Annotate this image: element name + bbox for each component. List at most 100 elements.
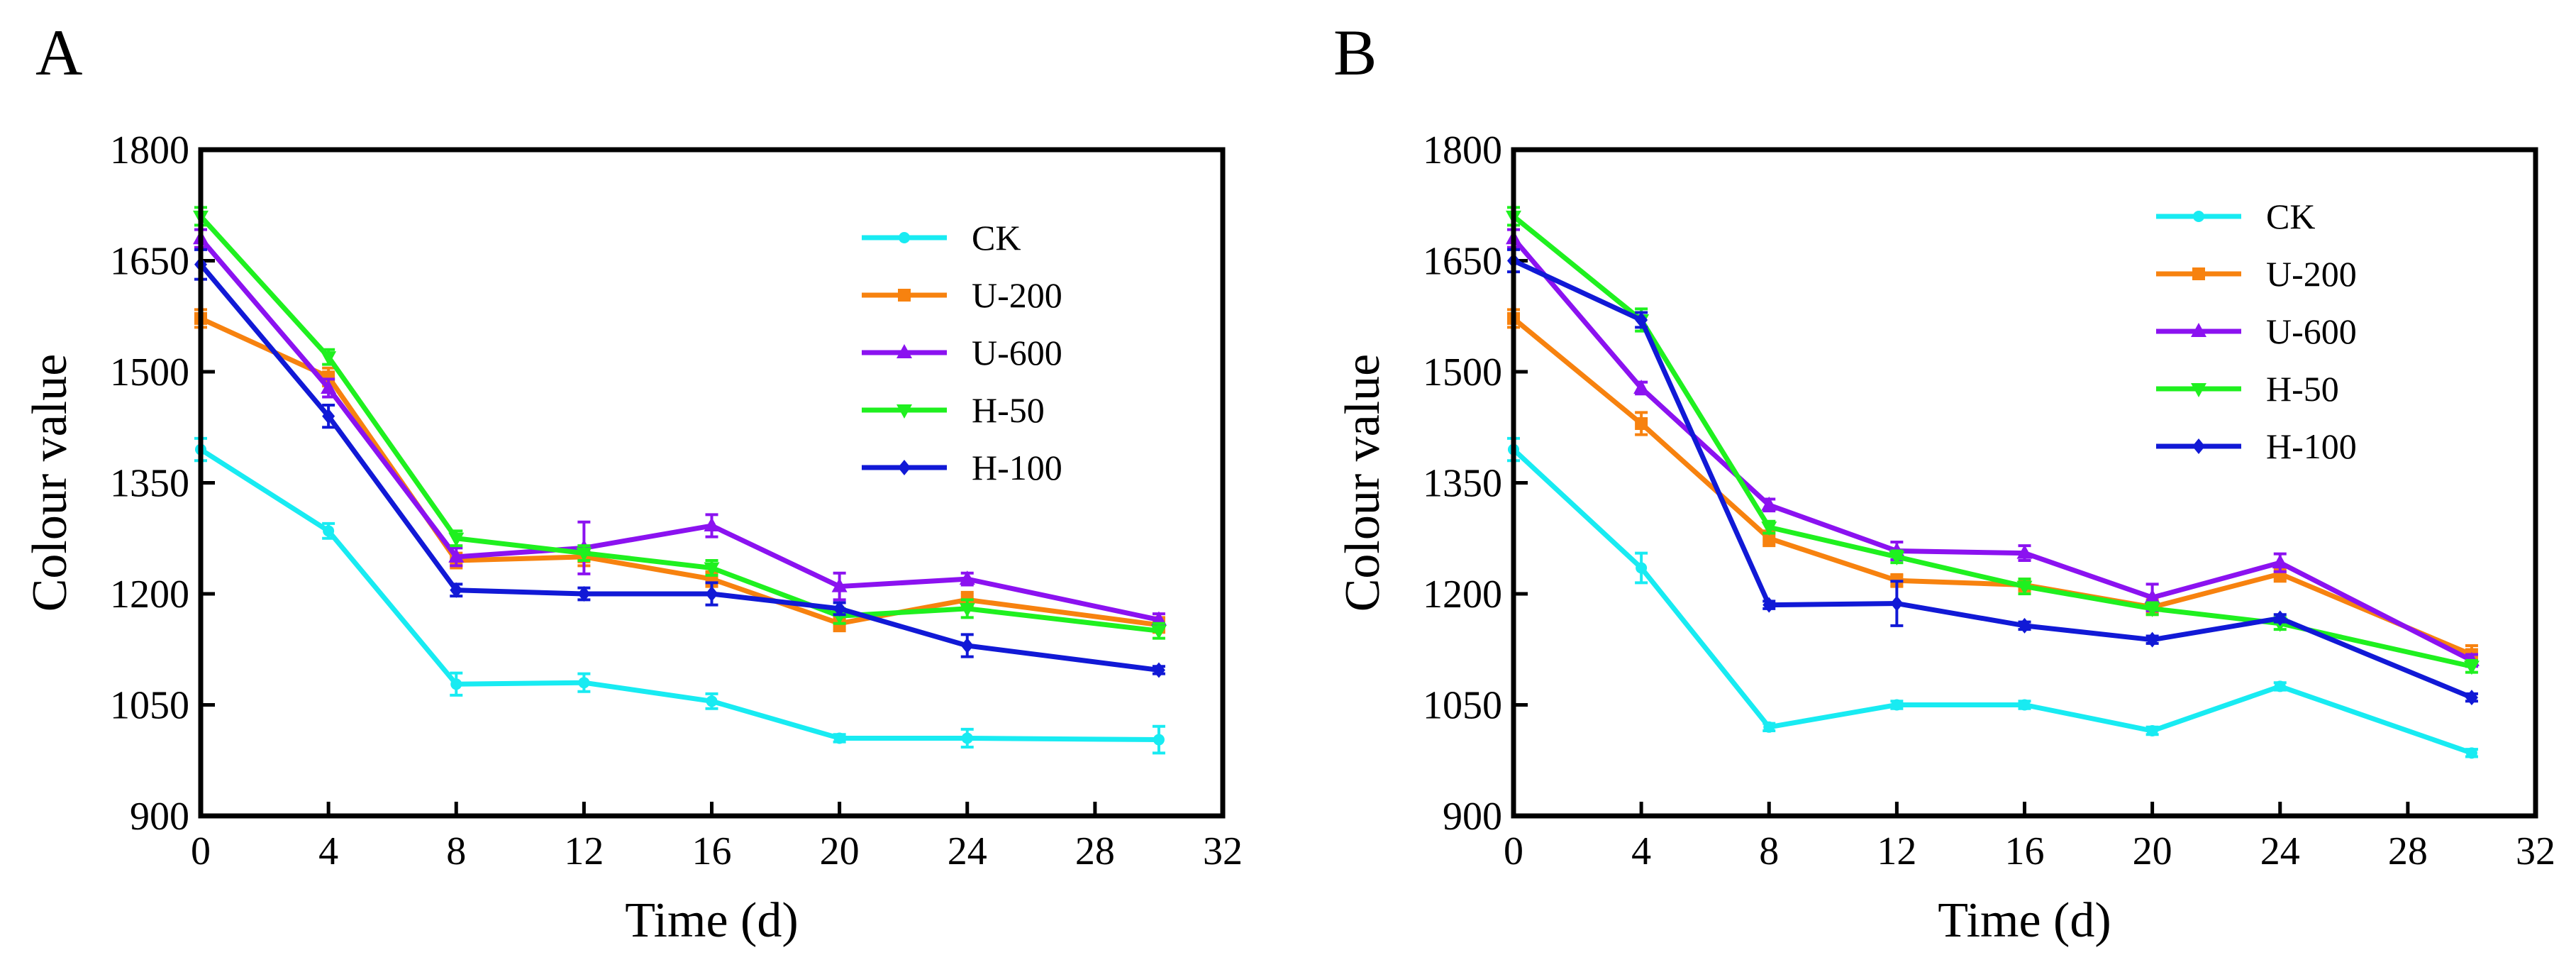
data-point: [1889, 551, 1905, 565]
legend-label: U-200: [2266, 254, 2357, 294]
series-ck: [194, 436, 1165, 755]
data-point: [1633, 379, 1650, 394]
x-tick-label: 24: [2260, 829, 2300, 873]
x-tick-label: 4: [1631, 829, 1651, 873]
data-point: [1763, 721, 1775, 733]
data-point: [2274, 680, 2286, 692]
data-point: [959, 570, 975, 585]
series-line: [199, 447, 1159, 743]
series-h-100: [1507, 248, 2478, 706]
x-tick-label: 0: [1504, 829, 1523, 873]
y-tick-label: 1050: [1423, 684, 1502, 728]
legend-marker: [896, 404, 912, 419]
y-tick-label: 1350: [1423, 462, 1502, 506]
y-tick-label: 1200: [1423, 573, 1502, 617]
data-point: [2465, 747, 2477, 759]
data-point: [321, 379, 337, 394]
series-line: [1512, 258, 2473, 700]
data-point: [959, 602, 975, 617]
series-line: [199, 236, 1160, 622]
x-tick-label: 16: [692, 829, 732, 873]
chart-panel-b: B 900 1050 1200 1350 1500 1650 1800 0 4 8 12 16 20 24 2…: [1333, 16, 2555, 948]
data-point: [2018, 617, 2031, 634]
data-point: [1761, 521, 1777, 536]
legend-label: H-50: [972, 390, 1045, 430]
legend-item: U-600: [2156, 311, 2357, 351]
legend-marker: [896, 344, 912, 358]
legend-marker: [898, 460, 911, 475]
data-point: [578, 677, 590, 689]
x-tick-label: 32: [1203, 829, 1243, 873]
series-line: [199, 316, 1160, 628]
legend-marker: [2191, 323, 2206, 337]
data-point: [2144, 602, 2160, 617]
y-tick-label: 900: [1443, 795, 1502, 839]
x-tick-label: 20: [2133, 829, 2172, 873]
legend-label: CK: [2266, 197, 2315, 236]
legend-item: CK: [862, 218, 1021, 258]
data-point: [704, 517, 720, 532]
x-axis-title: Time (d): [1938, 893, 2111, 948]
y-axis-title: Colour value: [1336, 354, 1390, 612]
data-point: [450, 582, 463, 598]
data-point: [2465, 690, 2478, 706]
data-point: [2144, 589, 2160, 604]
data-point: [1762, 531, 1776, 545]
data-point: [1636, 562, 1648, 574]
data-point: [961, 732, 973, 744]
data-point: [960, 638, 974, 654]
legend-label: CK: [972, 218, 1021, 258]
data-point: [1635, 311, 1648, 328]
legend-label: U-600: [2266, 311, 2357, 351]
data-point: [704, 562, 720, 577]
x-tick-label: 24: [948, 829, 987, 873]
legend-marker: [2192, 267, 2205, 280]
legend-item: CK: [2156, 197, 2315, 236]
data-point: [2146, 725, 2158, 737]
series-line: [1511, 447, 2473, 756]
data-point: [323, 525, 335, 537]
legend-label: U-200: [972, 275, 1062, 315]
x-tick-label: 16: [2005, 829, 2045, 873]
series-line: [1511, 316, 2473, 657]
legend-label: H-50: [2266, 369, 2339, 409]
data-point: [1891, 699, 1903, 711]
data-point: [321, 351, 337, 366]
data-point: [450, 678, 462, 690]
legend-item: U-200: [862, 275, 1062, 315]
x-tick-label: 12: [1877, 829, 1916, 873]
series-line: [1511, 236, 2473, 663]
y-tick-label: 900: [130, 795, 189, 839]
y-tick-label: 1500: [1423, 350, 1502, 394]
data-point: [1890, 595, 1904, 612]
data-point: [322, 408, 335, 424]
y-tick-label: 1800: [110, 128, 189, 172]
chart-panel-a: A 900 1050 1200 1350 1500 1650 1800 0 4 8 12 16 20 24 2…: [23, 16, 1243, 948]
data-point: [576, 547, 592, 562]
data-point: [2016, 544, 2033, 559]
data-point: [2019, 699, 2031, 711]
x-tick-label: 12: [564, 829, 604, 873]
y-tick-label: 1500: [110, 350, 189, 394]
series-line: [199, 263, 1160, 673]
legend-label: H-100: [2266, 426, 2357, 466]
data-point: [1150, 611, 1167, 626]
legend-marker: [2191, 383, 2206, 397]
data-point: [2145, 631, 2159, 648]
data-point: [833, 600, 846, 617]
y-tick-label: 1200: [110, 573, 189, 617]
data-point: [833, 732, 845, 744]
legend-item: H-100: [2156, 426, 2357, 466]
x-tick-label: 20: [820, 829, 860, 873]
data-point: [1153, 734, 1165, 746]
panel-label: B: [1333, 16, 1377, 89]
x-tick-label: 32: [2516, 829, 2555, 873]
y-tick-label: 1650: [110, 240, 189, 284]
legend-marker: [898, 289, 911, 302]
series-u-200: [1507, 308, 2478, 666]
data-point: [2016, 580, 2033, 595]
legend-label: U-600: [972, 333, 1062, 372]
y-tick-label: 1800: [1423, 128, 1502, 172]
data-point: [577, 586, 591, 602]
data-point: [448, 532, 465, 547]
